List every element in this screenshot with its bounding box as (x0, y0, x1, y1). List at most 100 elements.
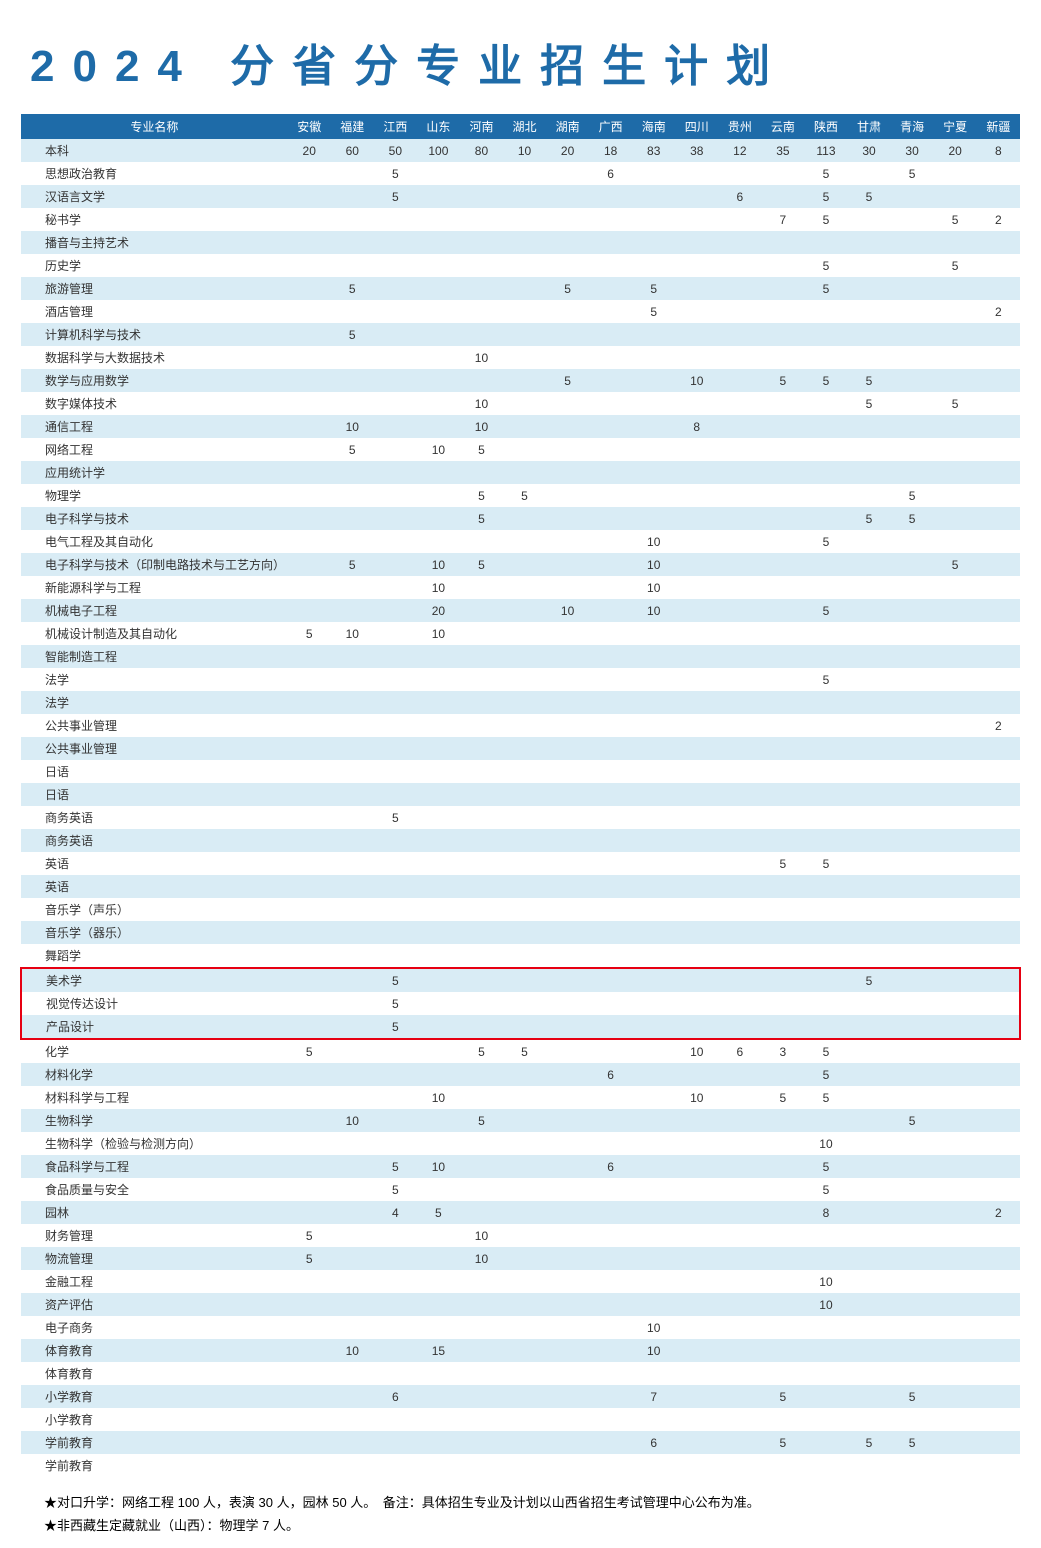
value-cell: 5 (288, 1247, 331, 1270)
value-cell (632, 461, 675, 484)
value-cell (460, 992, 503, 1015)
value-cell (374, 944, 417, 968)
value-cell (288, 254, 331, 277)
value-cell (589, 714, 632, 737)
value-cell (632, 1086, 675, 1109)
value-cell (977, 1132, 1020, 1155)
value-cell (804, 968, 847, 992)
value-cell (288, 346, 331, 369)
value-cell: 5 (804, 1039, 847, 1063)
value-cell: 5 (632, 277, 675, 300)
value-cell (589, 668, 632, 691)
value-cell (934, 806, 977, 829)
value-cell: 5 (934, 392, 977, 415)
value-cell (460, 714, 503, 737)
value-cell (761, 875, 804, 898)
value-cell (891, 461, 934, 484)
col-header-province: 青海 (891, 114, 934, 139)
value-cell: 8 (977, 139, 1020, 162)
value-cell (288, 1339, 331, 1362)
value-cell (417, 231, 460, 254)
value-cell (675, 323, 718, 346)
value-cell (503, 1086, 546, 1109)
value-cell (804, 992, 847, 1015)
value-cell (503, 944, 546, 968)
value-cell (546, 576, 589, 599)
value-cell (460, 852, 503, 875)
value-cell (460, 668, 503, 691)
value-cell (288, 576, 331, 599)
value-cell (546, 507, 589, 530)
value-cell (804, 346, 847, 369)
value-cell (891, 852, 934, 875)
value-cell (546, 1178, 589, 1201)
value-cell (804, 829, 847, 852)
value-cell (460, 1086, 503, 1109)
table-row: 汉语言文学5655 (21, 185, 1020, 208)
value-cell (847, 875, 890, 898)
major-name-cell: 法学 (21, 691, 288, 714)
value-cell (891, 1362, 934, 1385)
value-cell (417, 392, 460, 415)
value-cell (977, 691, 1020, 714)
value-cell: 2 (977, 300, 1020, 323)
value-cell (761, 898, 804, 921)
value-cell (847, 1109, 890, 1132)
value-cell: 5 (847, 507, 890, 530)
value-cell: 5 (804, 668, 847, 691)
value-cell (288, 438, 331, 461)
value-cell (891, 992, 934, 1015)
table-row: 商务英语5 (21, 806, 1020, 829)
value-cell (977, 1063, 1020, 1086)
value-cell: 18 (589, 139, 632, 162)
value-cell (804, 1109, 847, 1132)
value-cell (460, 277, 503, 300)
value-cell (632, 1454, 675, 1477)
value-cell (288, 1454, 331, 1477)
value-cell: 5 (288, 1224, 331, 1247)
table-row: 电气工程及其自动化105 (21, 530, 1020, 553)
value-cell: 100 (417, 139, 460, 162)
value-cell (675, 898, 718, 921)
major-name-cell: 舞蹈学 (21, 944, 288, 968)
value-cell (503, 1224, 546, 1247)
value-cell: 5 (331, 438, 374, 461)
value-cell (589, 921, 632, 944)
value-cell: 10 (675, 1039, 718, 1063)
value-cell: 10 (460, 1224, 503, 1247)
value-cell (761, 1339, 804, 1362)
value-cell (331, 1201, 374, 1224)
value-cell (589, 576, 632, 599)
value-cell (374, 1247, 417, 1270)
value-cell (288, 185, 331, 208)
value-cell: 5 (934, 254, 977, 277)
value-cell (718, 1385, 761, 1408)
value-cell (589, 1408, 632, 1431)
value-cell: 5 (847, 1431, 890, 1454)
value-cell (288, 1086, 331, 1109)
value-cell (374, 852, 417, 875)
value-cell (503, 1385, 546, 1408)
value-cell (977, 737, 1020, 760)
value-cell (546, 992, 589, 1015)
value-cell: 5 (288, 622, 331, 645)
value-cell (460, 944, 503, 968)
value-cell (675, 1132, 718, 1155)
value-cell (460, 921, 503, 944)
value-cell (718, 277, 761, 300)
value-cell (503, 1178, 546, 1201)
value-cell (546, 1316, 589, 1339)
value-cell (374, 599, 417, 622)
value-cell (804, 553, 847, 576)
value-cell (417, 1454, 460, 1477)
value-cell (675, 1339, 718, 1362)
value-cell (503, 438, 546, 461)
value-cell (718, 346, 761, 369)
value-cell (503, 254, 546, 277)
value-cell (503, 1408, 546, 1431)
table-row: 体育教育 (21, 1362, 1020, 1385)
value-cell (934, 346, 977, 369)
value-cell: 5 (891, 507, 934, 530)
major-name-cell: 小学教育 (21, 1385, 288, 1408)
value-cell (589, 1270, 632, 1293)
